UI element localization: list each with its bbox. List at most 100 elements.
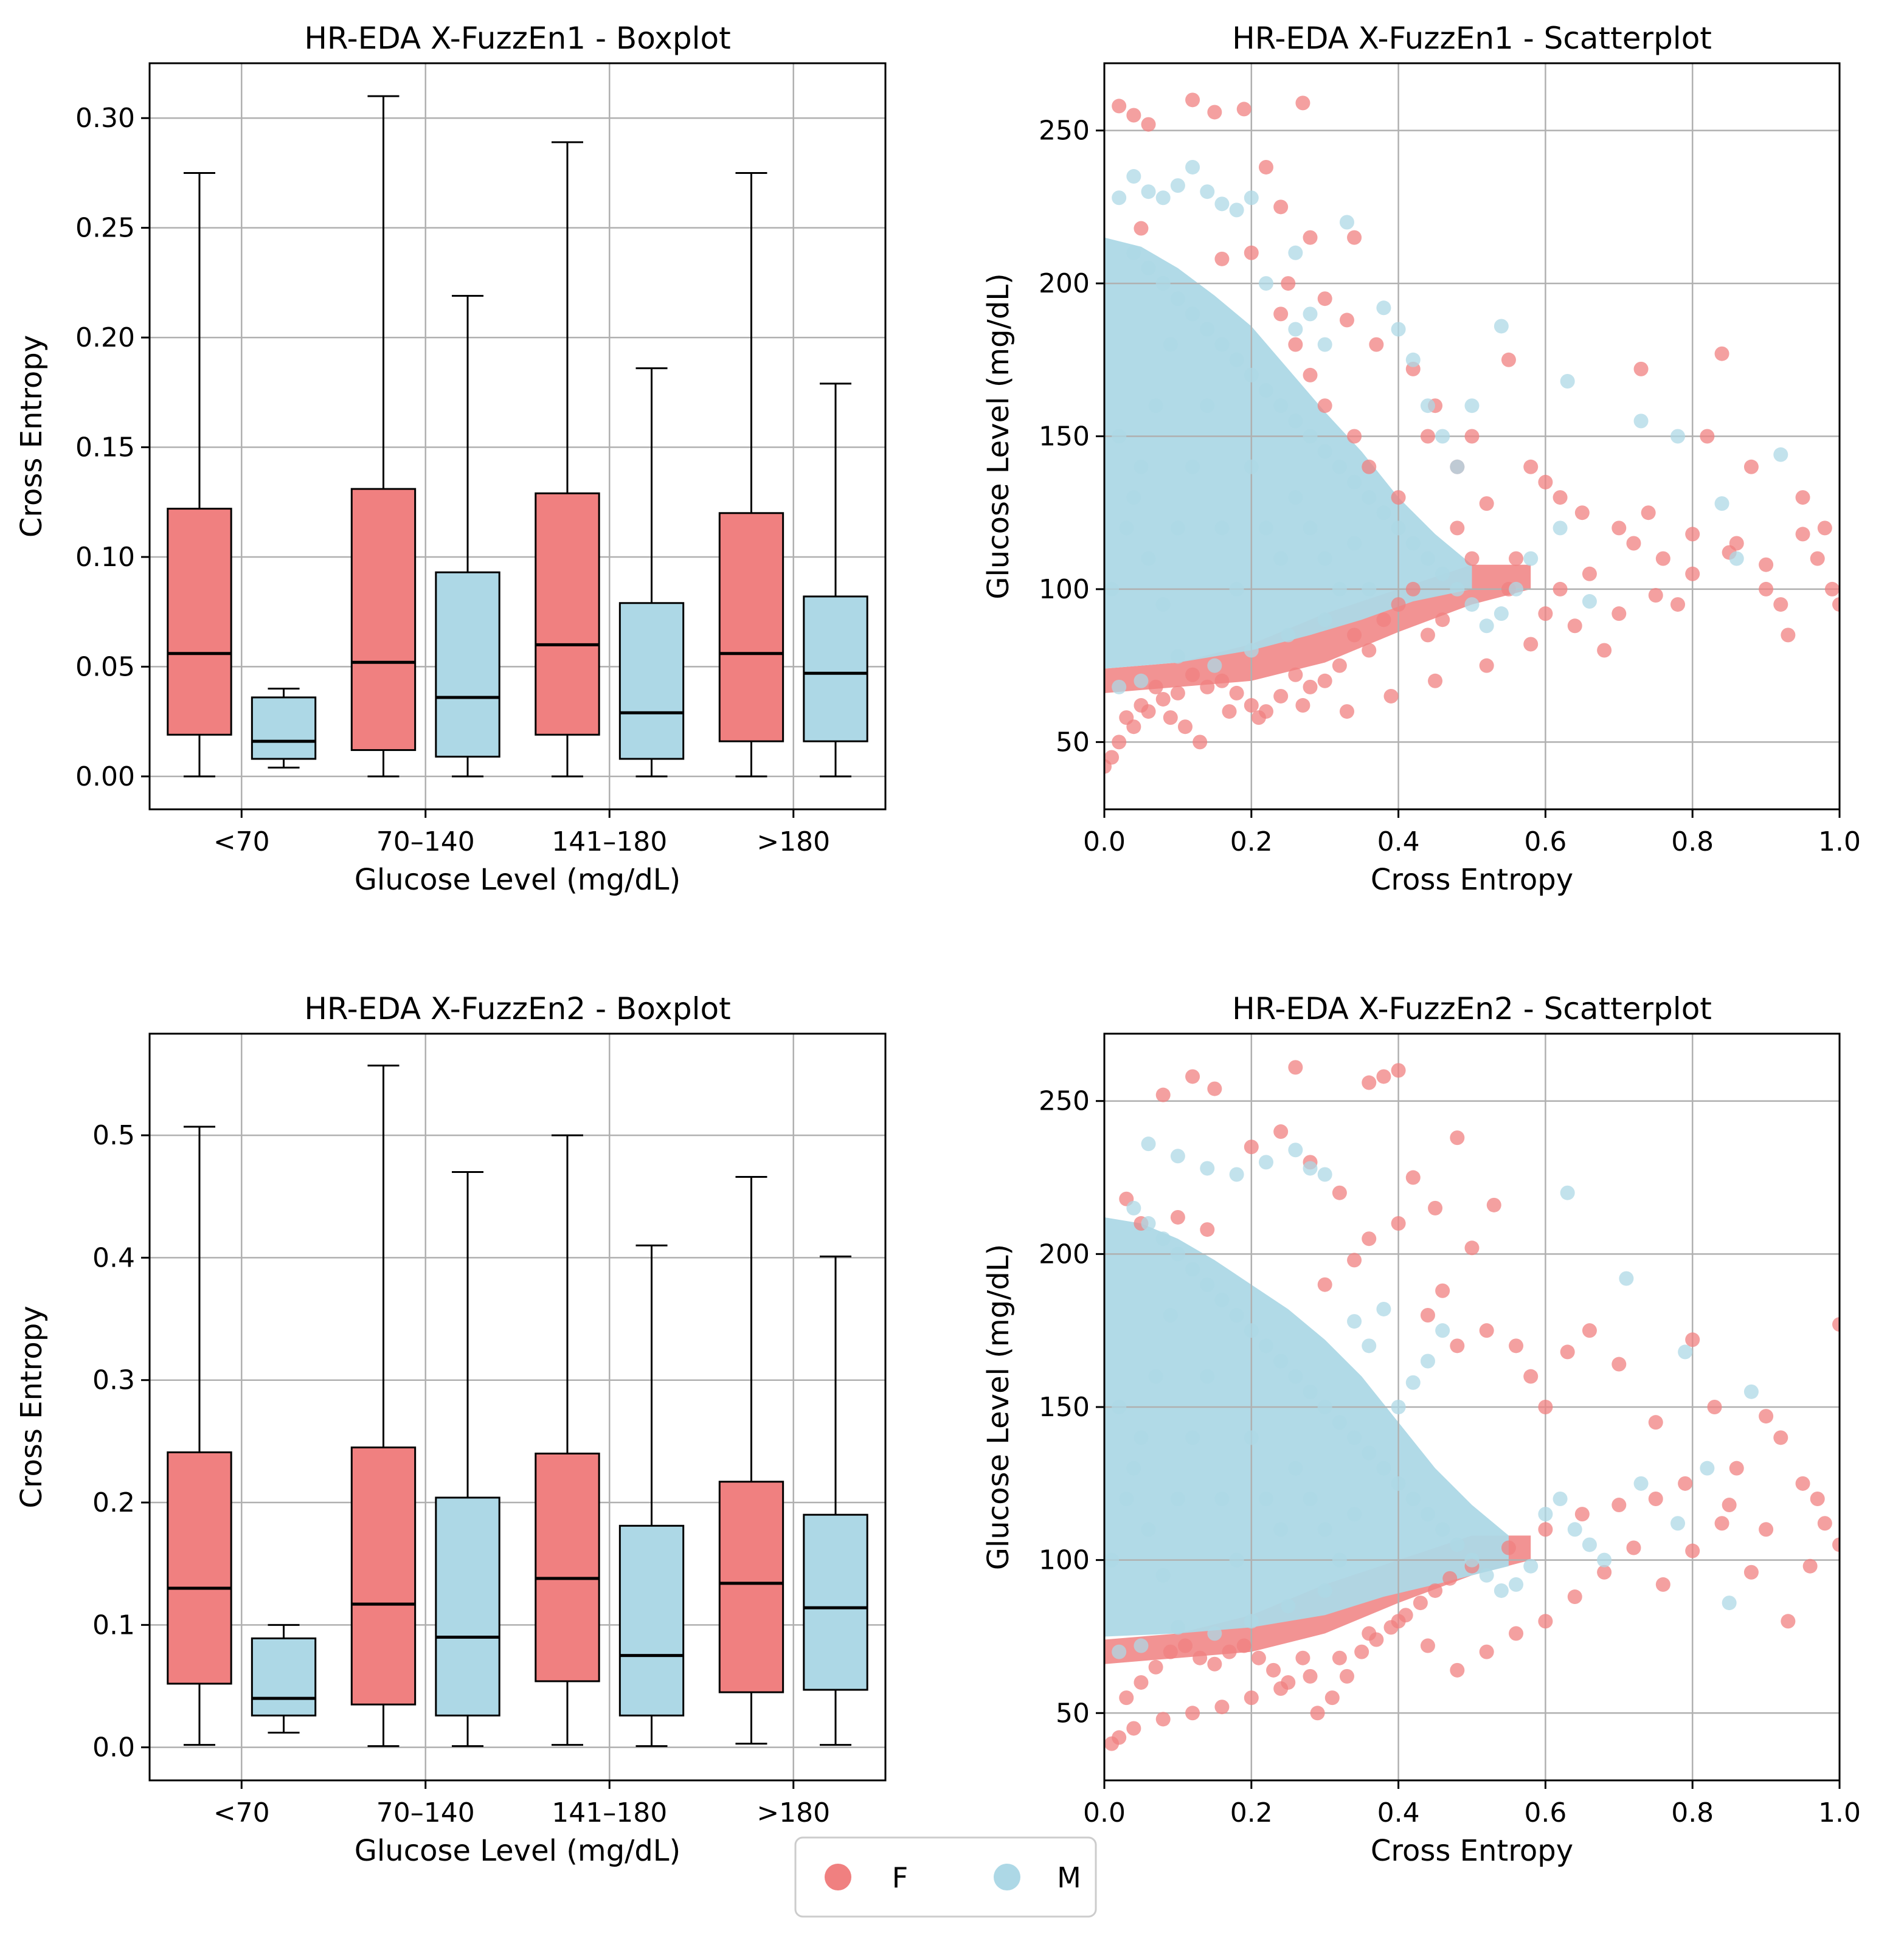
point-F xyxy=(1303,367,1318,382)
point-F xyxy=(1244,1139,1259,1155)
point-M xyxy=(1229,1308,1244,1323)
point-F xyxy=(1222,704,1237,719)
box-M-3 xyxy=(803,382,868,778)
point-M xyxy=(1258,520,1273,536)
point-M xyxy=(1126,245,1141,260)
point-M xyxy=(1214,337,1230,352)
point-F xyxy=(1464,551,1480,566)
point-M xyxy=(1479,618,1494,634)
point-M xyxy=(1317,1400,1332,1414)
box-M-2 xyxy=(618,367,685,778)
point-F xyxy=(1538,606,1553,621)
point-M xyxy=(1332,1415,1347,1430)
point-F xyxy=(1743,1565,1759,1580)
point-M xyxy=(1523,551,1539,566)
point-F xyxy=(1714,1516,1729,1531)
point-F xyxy=(1648,1415,1663,1430)
point-F xyxy=(1339,1668,1354,1684)
point-M xyxy=(1435,429,1450,444)
point-F xyxy=(1648,1491,1663,1506)
x-tick-label: 0.8 xyxy=(1671,826,1714,857)
x-tick-label: <70 xyxy=(213,826,270,857)
x-tick-label: 0.4 xyxy=(1377,826,1420,857)
point-M xyxy=(1170,520,1185,536)
point-F xyxy=(1347,1253,1362,1268)
point-M xyxy=(1185,1430,1200,1445)
point-F xyxy=(1288,1060,1303,1075)
point-M xyxy=(1303,1161,1318,1176)
point-F xyxy=(1442,1571,1458,1586)
plot-frame xyxy=(148,62,887,811)
point-M xyxy=(1464,398,1480,413)
point-M xyxy=(1148,398,1163,413)
point-F xyxy=(1126,1721,1141,1736)
point-F xyxy=(1134,221,1149,236)
point-F xyxy=(1420,1638,1435,1653)
point-M xyxy=(1141,1216,1156,1231)
point-M xyxy=(1288,1143,1303,1158)
point-F xyxy=(1376,612,1391,628)
point-M xyxy=(1391,1476,1406,1491)
density-cloud-M xyxy=(1104,1217,1509,1637)
point-F xyxy=(1611,1357,1627,1372)
point-F xyxy=(1134,1675,1149,1690)
point-M xyxy=(1523,1558,1539,1574)
point-F xyxy=(1244,1690,1259,1706)
point-M xyxy=(1170,649,1185,664)
point-F xyxy=(1759,581,1774,596)
box-F-3 xyxy=(718,171,784,778)
point-F xyxy=(1722,1498,1737,1513)
y-tick-label: 0.05 xyxy=(75,651,135,682)
box-body xyxy=(350,488,417,752)
box-body xyxy=(535,1452,600,1682)
point-F xyxy=(1251,710,1266,725)
point-M xyxy=(1112,429,1127,444)
point-F xyxy=(1148,1659,1163,1675)
point-F xyxy=(1633,361,1649,376)
point-F xyxy=(1714,346,1729,361)
point-F xyxy=(1207,105,1222,120)
point-F xyxy=(1685,1332,1700,1347)
point-M xyxy=(1112,1400,1127,1414)
point-F xyxy=(1501,1540,1516,1555)
box-body xyxy=(618,602,685,760)
point-M xyxy=(1450,1537,1465,1552)
point-M xyxy=(1258,1155,1273,1170)
point-F xyxy=(1509,1338,1524,1354)
point-M xyxy=(1303,1491,1318,1506)
box-M-0 xyxy=(251,1624,317,1734)
point-F xyxy=(1170,685,1185,700)
point-F xyxy=(1354,1644,1369,1659)
point-F xyxy=(1391,597,1406,612)
point-M xyxy=(1119,520,1134,536)
box-F-1 xyxy=(350,1064,417,1748)
point-F xyxy=(1236,1638,1251,1653)
x-tick-label: 0.4 xyxy=(1377,1797,1420,1828)
chart-panel-4: HR-EDA X-FuzzEn2 - Scatterplot Cross Entr… xyxy=(981,991,1861,1868)
point-M xyxy=(1185,159,1200,175)
point-F xyxy=(1163,710,1178,725)
point-F xyxy=(1781,628,1796,643)
x-tick-label: 0.6 xyxy=(1524,826,1566,857)
point-M xyxy=(1200,184,1215,199)
point-M xyxy=(1317,1522,1332,1537)
point-M xyxy=(1155,1231,1171,1247)
point-M xyxy=(1163,337,1178,352)
point-F xyxy=(1317,673,1332,688)
point-F xyxy=(1134,698,1149,713)
point-M xyxy=(1170,1620,1185,1635)
point-F xyxy=(1523,459,1539,474)
point-M xyxy=(1317,612,1332,628)
point-F xyxy=(1817,1516,1832,1531)
point-F xyxy=(1450,520,1465,536)
point-M xyxy=(1722,1596,1737,1611)
point-M xyxy=(1185,306,1200,322)
point-M xyxy=(1670,429,1686,444)
legend-marker-M xyxy=(994,1864,1020,1890)
point-M xyxy=(1273,551,1289,566)
point-F xyxy=(1339,704,1354,719)
point-M xyxy=(1170,1149,1185,1164)
point-F xyxy=(1369,1632,1384,1647)
point-F xyxy=(1185,1069,1200,1084)
point-M xyxy=(1288,322,1303,337)
